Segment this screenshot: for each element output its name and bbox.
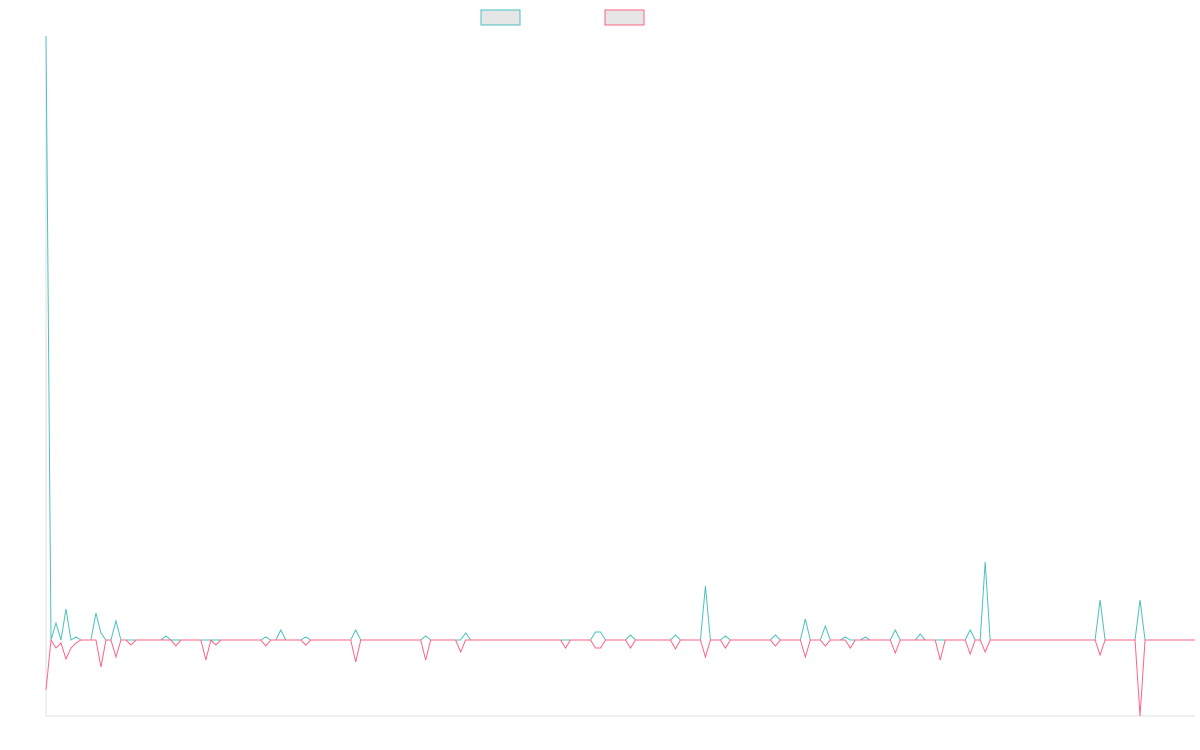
line-series	[45, 638, 1195, 717]
legend-swatch[interactable]	[480, 9, 521, 26]
legend-swatch[interactable]	[604, 9, 645, 26]
line-series	[45, 35, 1195, 641]
